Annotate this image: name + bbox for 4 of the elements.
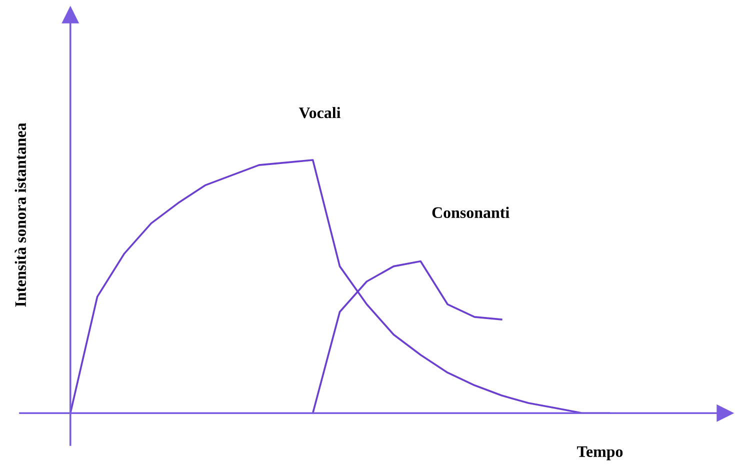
text: Vocali (298, 106, 341, 118)
text: Consonanti (432, 206, 510, 218)
x-axis-title: Tempo (577, 446, 623, 460)
y-axis-title: Intensità sonora istantanea (14, 122, 26, 307)
